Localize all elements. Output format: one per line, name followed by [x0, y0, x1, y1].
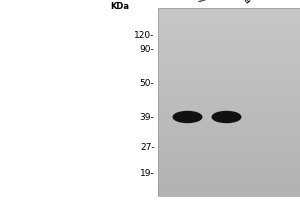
Text: 50-: 50-: [140, 78, 154, 88]
Ellipse shape: [212, 112, 241, 122]
Text: HeLa: HeLa: [231, 0, 251, 6]
Ellipse shape: [173, 112, 202, 122]
Text: 39-: 39-: [140, 112, 154, 121]
Text: 19-: 19-: [140, 168, 154, 178]
Text: KDa: KDa: [110, 2, 129, 11]
Text: 120-: 120-: [134, 31, 154, 40]
Text: 90-: 90-: [140, 46, 154, 54]
Bar: [158, 8, 300, 196]
Text: 27-: 27-: [140, 142, 154, 152]
Text: MCF-7: MCF-7: [182, 0, 205, 6]
